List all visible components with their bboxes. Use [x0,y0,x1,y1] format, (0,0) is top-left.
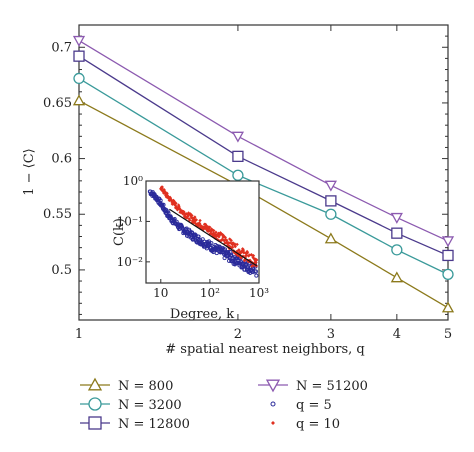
x-tick-label: 3 [327,327,335,342]
legend: N = 800 N = 3200 N = 12800 N = 51200 q = 5 q … [80,377,368,432]
y-tick-label: 0.6 [51,152,72,167]
series-line [78,100,449,309]
inset-point [226,249,231,255]
data-point [72,94,86,106]
data-point [72,35,86,47]
inset-point [254,260,258,265]
inset-point [209,241,214,246]
inset-point [174,201,178,206]
inset-series-layer [147,185,259,278]
inset-point [160,185,164,189]
legend-marker [87,377,103,391]
y-tick-label: 0.5 [51,263,72,278]
inset-point [207,225,212,229]
inset-fit-line [169,208,258,267]
inset-y-tick-label: 10⁻¹ [117,214,143,228]
x-tick-label: 5 [444,327,452,342]
data-point [231,131,245,143]
inset-point [228,249,233,255]
series-line [78,40,449,242]
legend-label: N = 12800 [118,417,190,432]
inset-point [161,202,166,207]
data-point [391,227,403,239]
main-axis-ticks: 1 2 3 4 5 0.5 0.55 0.6 0.65 0.7 [43,25,452,342]
legend-marker [271,421,275,425]
legend-label: N = 3200 [118,398,182,413]
inset-point [193,215,197,219]
legend-label: N = 51200 [296,379,368,394]
data-point [73,72,85,85]
inset-point [158,198,163,203]
data-point [442,249,454,262]
data-point [325,195,337,207]
inset-point [241,248,246,252]
inset-x-tick-label: 10 [153,286,168,300]
inset-axis-ticks: 10 10² 10³ 10⁻² 10⁻¹ 10⁰ [117,174,270,300]
inset-y-axis-title: C(k) [112,218,127,246]
inset-point [172,217,177,222]
inset-point [194,218,199,222]
inset-point [192,232,197,237]
legend-label: q = 5 [296,398,332,413]
main-y-axis-title: 1 − ⟨C⟩ [22,148,37,196]
inset-point [233,244,237,249]
data-point [325,208,337,220]
data-point [390,212,403,224]
x-tick-label: 4 [393,327,401,342]
data-point [232,150,244,163]
data-point [442,268,454,281]
legend-marker [88,397,102,411]
inset-y-tick-label: 10⁰ [123,174,143,188]
x-tick-label: 1 [75,327,83,342]
inset-point [214,230,218,234]
y-tick-label: 0.7 [51,40,72,55]
data-point [441,236,455,248]
legend-label: q = 10 [296,417,340,432]
y-tick-label: 0.65 [43,96,72,111]
inset-x-tick-label: 10³ [249,286,269,300]
main-plot-frame [78,24,449,321]
data-point [390,271,403,283]
inset-point [236,258,241,263]
inset-point [230,245,235,249]
legend-label: N = 800 [118,379,173,394]
main-series-layer [72,35,455,313]
legend-marker [270,401,276,407]
inset-point [239,256,243,260]
legend-marker [265,379,281,393]
inset-point [245,251,250,255]
inset-y-tick-label: 10⁻² [117,255,144,269]
legend-marker [88,416,102,430]
data-point [73,50,85,62]
inset-point [223,235,227,240]
data-point [232,169,244,181]
data-point [391,244,403,256]
inset-point [253,269,258,274]
data-point [324,232,337,244]
data-point [441,301,455,313]
inset-x-tick-label: 10² [200,286,220,300]
data-point [324,180,337,192]
inset-point [237,248,241,252]
inset-point [190,213,194,218]
main-x-axis-title: # spatial nearest neighbors, q [165,342,364,357]
inset-x-axis-title: Degree, k [170,307,234,322]
y-tick-label: 0.55 [43,207,72,222]
inset-point [254,273,259,278]
inset-point [222,247,228,252]
inset-point [165,191,169,196]
x-tick-label: 2 [234,327,242,342]
